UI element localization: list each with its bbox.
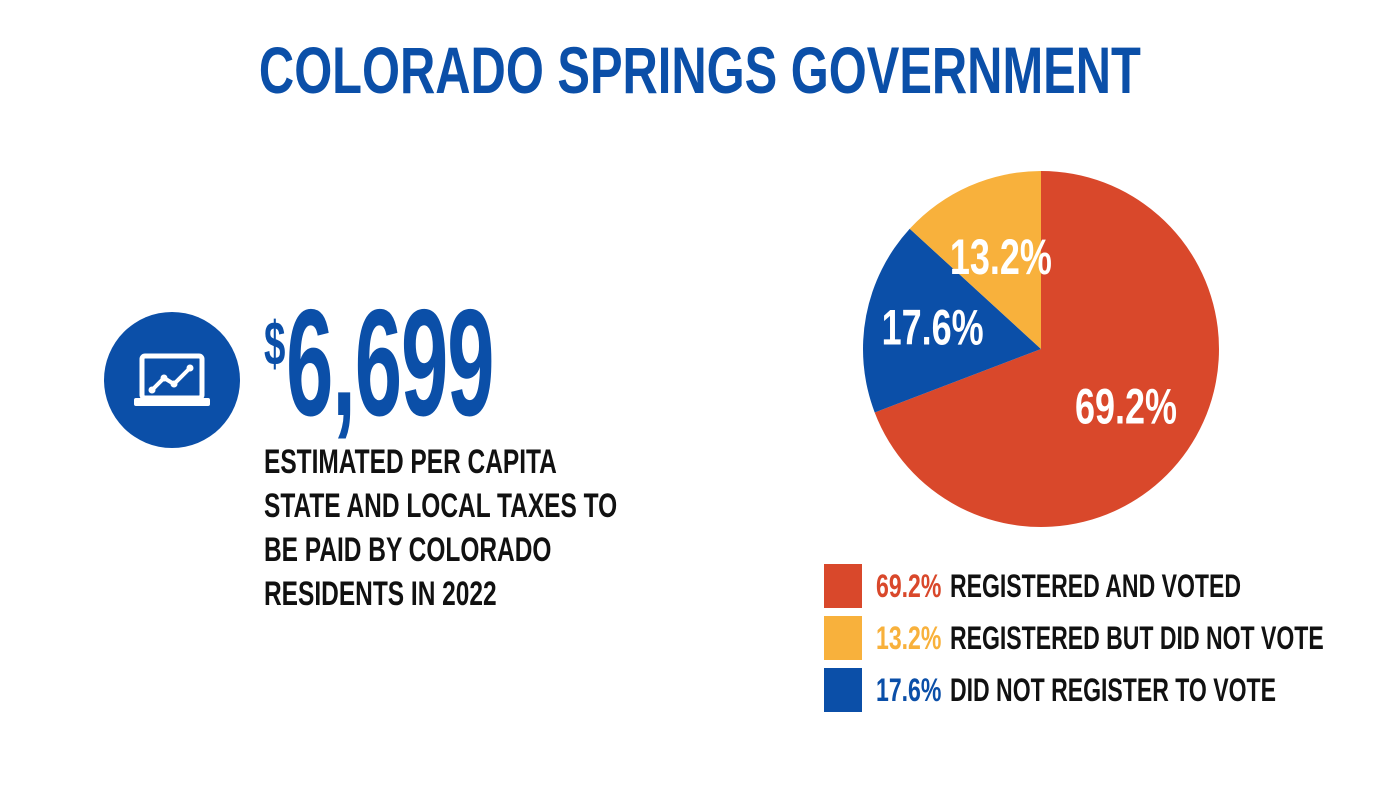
legend-label: DID NOT REGISTER TO VOTE — [949, 672, 1276, 708]
legend-label: REGISTERED AND VOTED — [949, 568, 1241, 604]
legend-swatch — [824, 616, 862, 660]
page-title: COLORADO SPRINGS GOVERNMENT — [0, 30, 1400, 110]
legend-pct: 69.2% — [876, 568, 942, 604]
pie-chart: 69.2% 17.6% 13.2% — [860, 168, 1222, 530]
pie-slice-registered-but-did-not-vote — [909, 171, 1041, 349]
legend-pct: 13.2% — [876, 620, 942, 656]
description-line: RESIDENTS IN 2022 — [264, 575, 497, 613]
legend-item-not-registered: 17.6% DID NOT REGISTER TO VOTE — [824, 664, 1384, 712]
currency-symbol: $ — [264, 310, 286, 379]
description-line: BE PAID BY COLORADO — [264, 531, 552, 569]
laptop-chart-icon — [104, 312, 240, 448]
legend-swatch — [824, 564, 862, 608]
stat-description: ESTIMATED PER CAPITA STATE AND LOCAL TAX… — [264, 440, 618, 616]
chart-legend: 69.2% REGISTERED AND VOTED 13.2% REGISTERE… — [824, 560, 1384, 716]
title-text: COLORADO SPRINGS GOVERNMENT — [259, 33, 1141, 107]
tax-amount: $6,699 — [264, 278, 657, 448]
pie-data-label: 69.2% — [1075, 380, 1177, 435]
pie-slice-registered-and-voted — [874, 171, 1219, 527]
description-line: ESTIMATED PER CAPITA — [264, 443, 557, 481]
amount-value: 6,699 — [286, 278, 495, 448]
legend-swatch — [824, 668, 862, 712]
description-line: STATE AND LOCAL TAXES TO — [264, 487, 618, 525]
legend-item-registered-voted: 69.2% REGISTERED AND VOTED — [824, 560, 1384, 608]
pie-data-label: 17.6% — [882, 301, 984, 356]
legend-label: REGISTERED BUT DID NOT VOTE — [949, 620, 1324, 656]
legend-item-registered-not-voted: 13.2% REGISTERED BUT DID NOT VOTE — [824, 612, 1384, 660]
legend-pct: 17.6% — [876, 672, 942, 708]
pie-data-label: 13.2% — [950, 230, 1052, 285]
pie-slice-did-not-register-to-vote — [863, 228, 1041, 413]
